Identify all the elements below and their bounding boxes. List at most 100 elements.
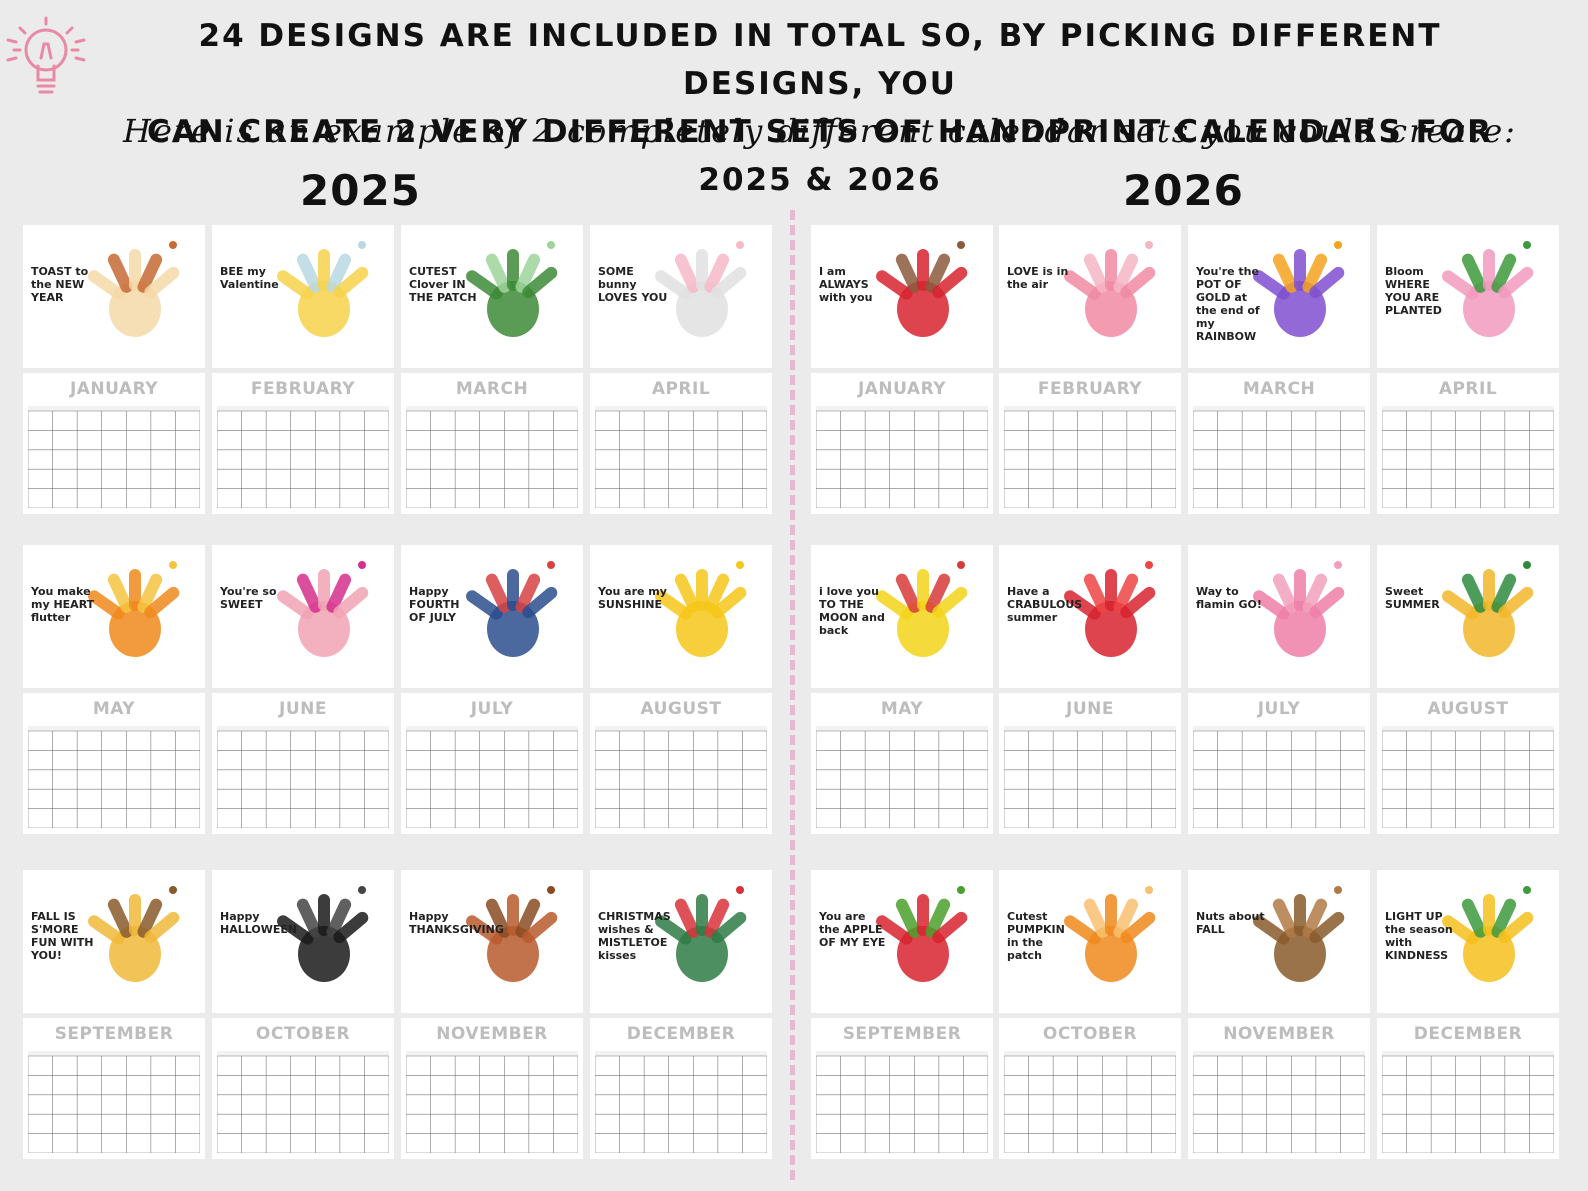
design-illustration: You're the POT OF GOLD at the end of my …	[1188, 225, 1370, 368]
design-caption: You are my SUNSHINE	[598, 585, 667, 611]
month-calendar: DECEMBER	[590, 1018, 772, 1159]
month-calendar: AUGUST	[1377, 693, 1559, 834]
month-calendar: NOVEMBER	[401, 1018, 583, 1159]
handprint-art	[1442, 241, 1534, 337]
month-title: JUNE	[1066, 699, 1114, 719]
handprint-art	[876, 886, 968, 982]
month-title: MAY	[880, 699, 924, 719]
month-calendar: MARCH	[401, 373, 583, 514]
calendar-grid	[1193, 406, 1365, 508]
month-title: JANUARY	[69, 379, 159, 399]
calendar-grid	[1382, 1051, 1554, 1153]
month-calendar: JULY	[401, 693, 583, 834]
month-calendar: MARCH	[1188, 373, 1370, 514]
handprint-art	[1253, 561, 1345, 657]
design-illustration: LIGHT UP the season with KINDNESS	[1377, 870, 1559, 1013]
month-calendar: FEBRUARY	[999, 373, 1181, 514]
design-caption: Happy FOURTH OF JULY	[409, 585, 460, 624]
month-title: FEBRUARY	[1037, 379, 1143, 399]
month-title: APRIL	[651, 379, 711, 399]
design-illustration: CHRISTMAS wishes & MISTLETOE kisses	[590, 870, 772, 1013]
handprint-art	[876, 561, 968, 657]
month-title: NOVEMBER	[436, 1024, 548, 1044]
headline-line-1: 24 designs are included in total so, by …	[198, 18, 1442, 102]
design-caption: Way to flamin GO!	[1196, 585, 1262, 611]
month-title: APRIL	[1438, 379, 1498, 399]
design-illustration: FALL IS S'MORE FUN WITH YOU!	[23, 870, 205, 1013]
handprint-art	[88, 561, 180, 657]
month-calendar: SEPTEMBER	[811, 1018, 993, 1159]
month-calendar: OCTOBER	[212, 1018, 394, 1159]
design-caption: Cutest PUMPKIN in the patch	[1007, 910, 1065, 962]
calendar-grid	[217, 1051, 389, 1153]
design-illustration: You're so SWEET	[212, 545, 394, 688]
design-illustration: Happy THANKSGIVING	[401, 870, 583, 1013]
calendar-grid	[406, 1051, 578, 1153]
calendar-grid	[28, 726, 200, 828]
design-caption: Happy HALLOWEEN	[220, 910, 298, 936]
subheading: Here is an example of 2 completely diffe…	[123, 112, 1517, 150]
design-illustration: I am ALWAYS with you	[811, 225, 993, 368]
set-divider	[790, 210, 795, 1180]
design-illustration: Happy HALLOWEEN	[212, 870, 394, 1013]
month-calendar: SEPTEMBER	[23, 1018, 205, 1159]
month-title: DECEMBER	[626, 1024, 736, 1044]
calendar-grid	[1004, 406, 1176, 508]
month-calendar: NOVEMBER	[1188, 1018, 1370, 1159]
calendar-grid	[595, 1051, 767, 1153]
handprint-art	[277, 561, 369, 657]
design-illustration: i love you TO THE MOON and back	[811, 545, 993, 688]
calendar-grid	[1382, 726, 1554, 828]
month-calendar: MAY	[811, 693, 993, 834]
handprint-art	[1442, 886, 1534, 982]
lightbulb-icon	[6, 16, 86, 94]
calendar-grid	[816, 406, 988, 508]
handprint-art	[1253, 241, 1345, 337]
handprint-art	[1064, 561, 1156, 657]
design-caption: LIGHT UP the season with KINDNESS	[1385, 910, 1453, 962]
month-title: FEBRUARY	[250, 379, 356, 399]
calendar-grid	[595, 406, 767, 508]
headline-line-2: can create 2 very different sets of hand…	[146, 114, 1494, 198]
design-illustration: You are my SUNSHINE	[590, 545, 772, 688]
month-title: SEPTEMBER	[54, 1024, 174, 1044]
month-title: DECEMBER	[1413, 1024, 1523, 1044]
design-illustration: Happy FOURTH OF JULY	[401, 545, 583, 688]
month-calendar: APRIL	[1377, 373, 1559, 514]
month-title: MARCH	[455, 379, 529, 399]
handprint-art	[655, 561, 747, 657]
month-title: JULY	[1257, 699, 1301, 719]
design-illustration: Sweet SUMMER	[1377, 545, 1559, 688]
calendar-grid	[1004, 1051, 1176, 1153]
design-caption: CUTEST Clover IN THE PATCH	[409, 265, 477, 304]
handprint-art	[466, 561, 558, 657]
design-illustration: You are the APPLE OF MY EYE	[811, 870, 993, 1013]
calendar-grid	[406, 726, 578, 828]
handprint-art	[88, 886, 180, 982]
month-calendar: JULY	[1188, 693, 1370, 834]
year-label-2025: 2025	[300, 166, 421, 215]
month-title: AUGUST	[640, 699, 722, 719]
handprint-art	[88, 241, 180, 337]
design-caption: I am ALWAYS with you	[819, 265, 873, 304]
design-caption: SOME bunny LOVES YOU	[598, 265, 668, 304]
design-illustration: TOAST to the NEW YEAR	[23, 225, 205, 368]
design-caption: Sweet SUMMER	[1385, 585, 1440, 611]
design-illustration: Nuts about FALL	[1188, 870, 1370, 1013]
month-calendar: JANUARY	[23, 373, 205, 514]
handprint-art	[1064, 886, 1156, 982]
design-caption: Nuts about FALL	[1196, 910, 1265, 936]
handprint-art	[466, 241, 558, 337]
calendar-grid	[595, 726, 767, 828]
calendar-grid	[217, 726, 389, 828]
design-caption: Bloom WHERE YOU ARE PLANTED	[1385, 265, 1442, 317]
month-title: OCTOBER	[1042, 1024, 1138, 1044]
month-calendar: OCTOBER	[999, 1018, 1181, 1159]
handprint-art	[466, 886, 558, 982]
calendar-grid	[1004, 726, 1176, 828]
handprint-art	[1442, 561, 1534, 657]
calendar-grid	[28, 1051, 200, 1153]
month-calendar: FEBRUARY	[212, 373, 394, 514]
month-title: MAY	[92, 699, 136, 719]
month-calendar: AUGUST	[590, 693, 772, 834]
